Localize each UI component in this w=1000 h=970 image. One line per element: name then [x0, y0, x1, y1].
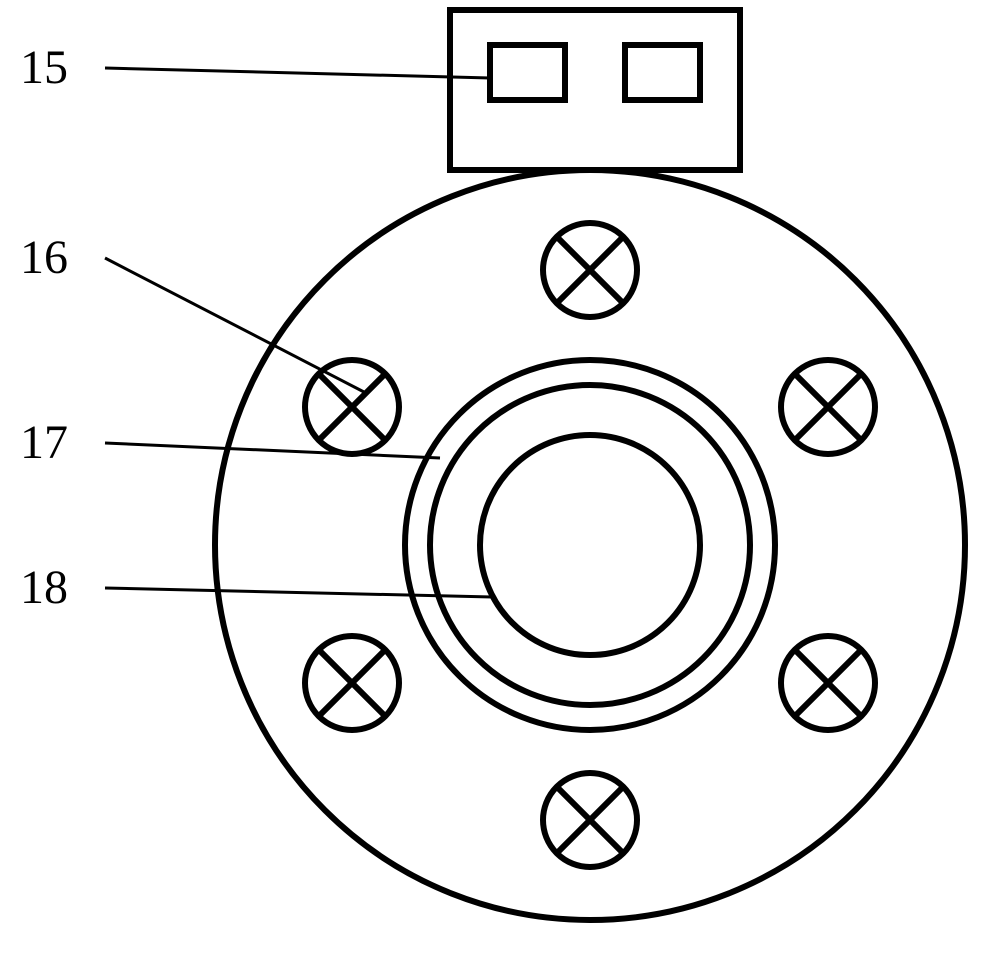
label-18: 18: [20, 560, 68, 615]
label-17: 17: [20, 415, 68, 470]
label-16: 16: [20, 230, 68, 285]
technical-diagram-svg: [0, 0, 1000, 965]
leader-line-15: [105, 68, 490, 78]
diagram-container: 15 16 17 18: [0, 0, 1000, 965]
label-15: 15: [20, 40, 68, 95]
flange-outer-circle: [215, 170, 965, 920]
top-bracket: [450, 10, 740, 170]
